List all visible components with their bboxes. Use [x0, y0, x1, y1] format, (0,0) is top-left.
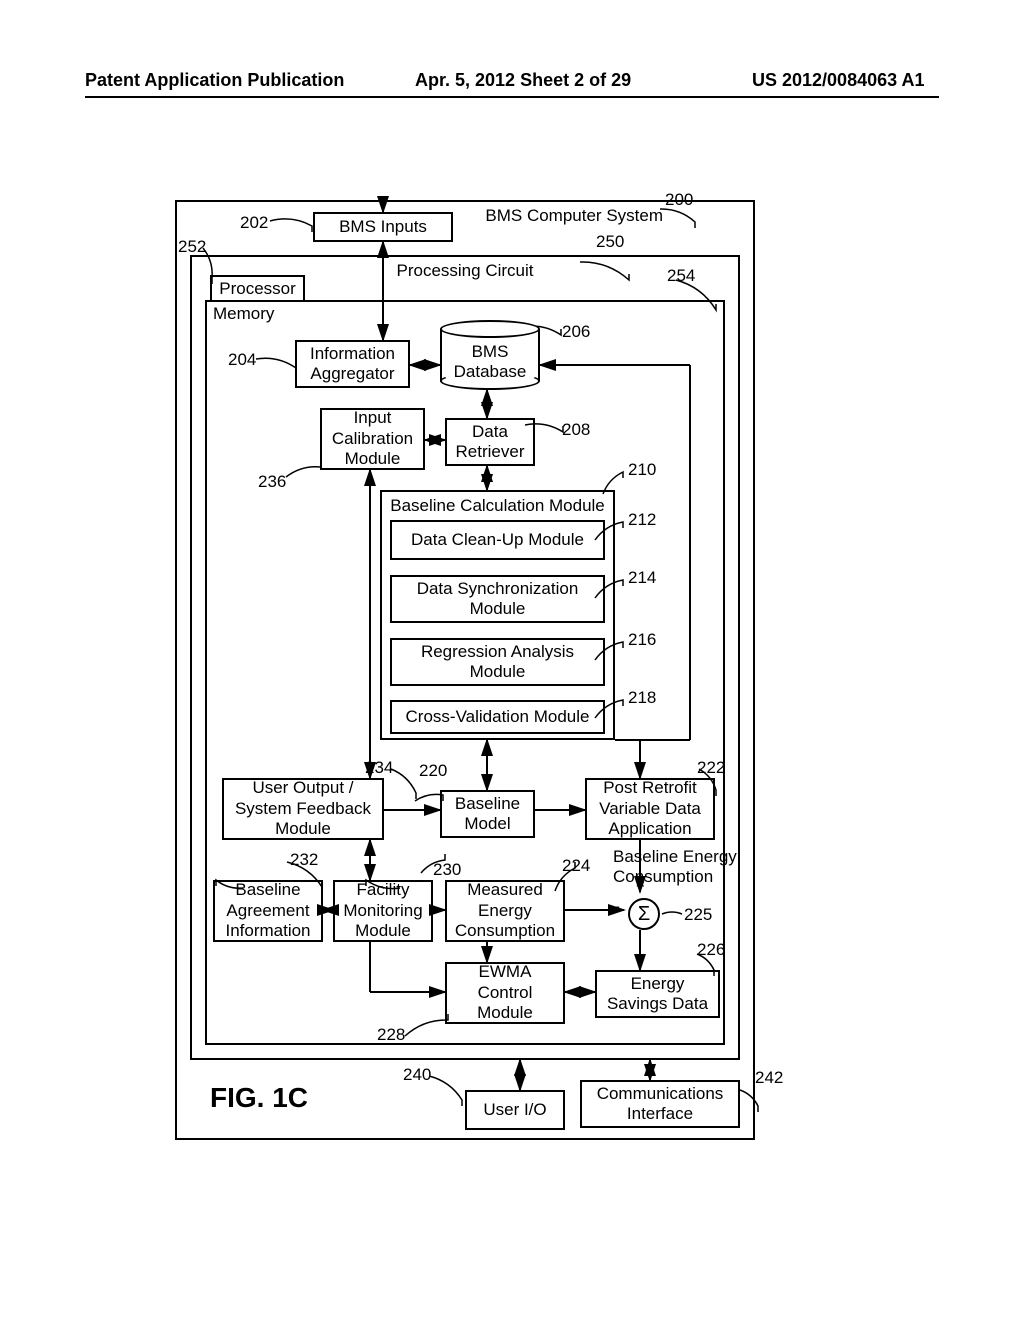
- baseline-model-text: Baseline Model: [455, 794, 520, 835]
- ref-200: 200: [665, 190, 693, 210]
- sigma-text: Σ: [638, 903, 650, 926]
- energy-savings-box: Energy Savings Data: [595, 970, 720, 1018]
- energy-savings-text: Energy Savings Data: [607, 974, 708, 1015]
- data-sync-box: Data Synchronization Module: [390, 575, 605, 623]
- ref-220: 220: [419, 761, 447, 781]
- ref-236: 236: [258, 472, 286, 492]
- ref-252: 252: [178, 237, 206, 257]
- ref-224: 224: [562, 856, 590, 876]
- input-calibration-box: Input Calibration Module: [320, 408, 425, 470]
- baseline-model-box: Baseline Model: [440, 790, 535, 838]
- user-io-box: User I/O: [465, 1090, 565, 1130]
- ref-250: 250: [596, 232, 624, 252]
- post-retrofit-box: Post Retrofit Variable Data Application: [585, 778, 715, 840]
- ref-204: 204: [228, 350, 256, 370]
- plus-sign: +: [636, 878, 645, 895]
- data-sync-text: Data Synchronization Module: [417, 579, 579, 620]
- minus-sign: -: [614, 896, 620, 917]
- regression-text: Regression Analysis Module: [421, 642, 574, 683]
- baseline-calc-text: Baseline Calculation Module: [382, 496, 613, 516]
- ref-230: 230: [433, 860, 461, 880]
- baseline-agr-text: Baseline Agreement Information: [225, 880, 310, 941]
- ref-232: 232: [290, 850, 318, 870]
- ref-216: 216: [628, 630, 656, 650]
- ref-254: 254: [667, 266, 695, 286]
- user-output-box: User Output / System Feedback Module: [222, 778, 384, 840]
- data-ret-text: Data Retriever: [456, 422, 525, 463]
- measured-text: Measured Energy Consumption: [455, 880, 555, 941]
- ref-240: 240: [403, 1065, 431, 1085]
- ref-206: 206: [562, 322, 590, 342]
- facility-mon-text: Facility Monitoring Module: [343, 880, 422, 941]
- ref-208: 208: [562, 420, 590, 440]
- ref-202: 202: [240, 213, 268, 233]
- header-rule: [85, 96, 939, 98]
- sum-node: Σ: [628, 898, 660, 930]
- bms-database-cylinder: BMS Database: [440, 320, 540, 390]
- user-io-text: User I/O: [483, 1100, 546, 1120]
- header-mid: Apr. 5, 2012 Sheet 2 of 29: [415, 70, 631, 91]
- baseline-energy-label: Baseline Energy Consumption: [613, 847, 737, 887]
- ref-212: 212: [628, 510, 656, 530]
- ewma-box: EWMA Control Module: [445, 962, 565, 1024]
- measured-energy-box: Measured Energy Consumption: [445, 880, 565, 942]
- comms-interface-box: Communications Interface: [580, 1080, 740, 1128]
- data-cleanup-box: Data Clean-Up Module: [390, 520, 605, 560]
- post-retrofit-text: Post Retrofit Variable Data Application: [599, 778, 701, 839]
- ref-228: 228: [377, 1025, 405, 1045]
- facility-monitoring-box: Facility Monitoring Module: [333, 880, 433, 942]
- processor-text: Processor: [219, 279, 296, 299]
- header-left: Patent Application Publication: [85, 70, 344, 91]
- ref-242: 242: [755, 1068, 783, 1088]
- figure-label: FIG. 1C: [210, 1082, 308, 1114]
- regression-box: Regression Analysis Module: [390, 638, 605, 686]
- ewma-text: EWMA Control Module: [477, 962, 533, 1023]
- memory-label: Memory: [213, 304, 274, 324]
- ref-222: 222: [697, 758, 725, 778]
- baseline-agreement-box: Baseline Agreement Information: [213, 880, 323, 942]
- ref-234: 234: [365, 758, 393, 778]
- ref-226: 226: [697, 940, 725, 960]
- data-clean-text: Data Clean-Up Module: [411, 530, 584, 550]
- processor-box: Processor: [210, 275, 305, 303]
- bms-computer-label: BMS Computer System: [485, 206, 663, 226]
- ref-218: 218: [628, 688, 656, 708]
- ref-214: 214: [628, 568, 656, 588]
- header-right: US 2012/0084063 A1: [752, 70, 924, 91]
- page: Patent Application Publication Apr. 5, 2…: [0, 0, 1024, 1320]
- info-aggregator-box: Information Aggregator: [295, 340, 410, 388]
- bms-inputs-box: BMS Inputs: [313, 212, 453, 242]
- bms-db-text: BMS Database: [440, 342, 540, 382]
- comms-text: Communications Interface: [597, 1084, 724, 1125]
- info-agg-text: Information Aggregator: [310, 344, 395, 385]
- user-output-text: User Output / System Feedback Module: [235, 778, 371, 839]
- ref-210: 210: [628, 460, 656, 480]
- ref-225: 225: [684, 905, 712, 925]
- data-retriever-box: Data Retriever: [445, 418, 535, 466]
- input-cal-text: Input Calibration Module: [332, 408, 413, 469]
- cross-validation-box: Cross-Validation Module: [390, 700, 605, 734]
- cross-val-text: Cross-Validation Module: [406, 707, 590, 727]
- bms-inputs-text: BMS Inputs: [339, 217, 427, 237]
